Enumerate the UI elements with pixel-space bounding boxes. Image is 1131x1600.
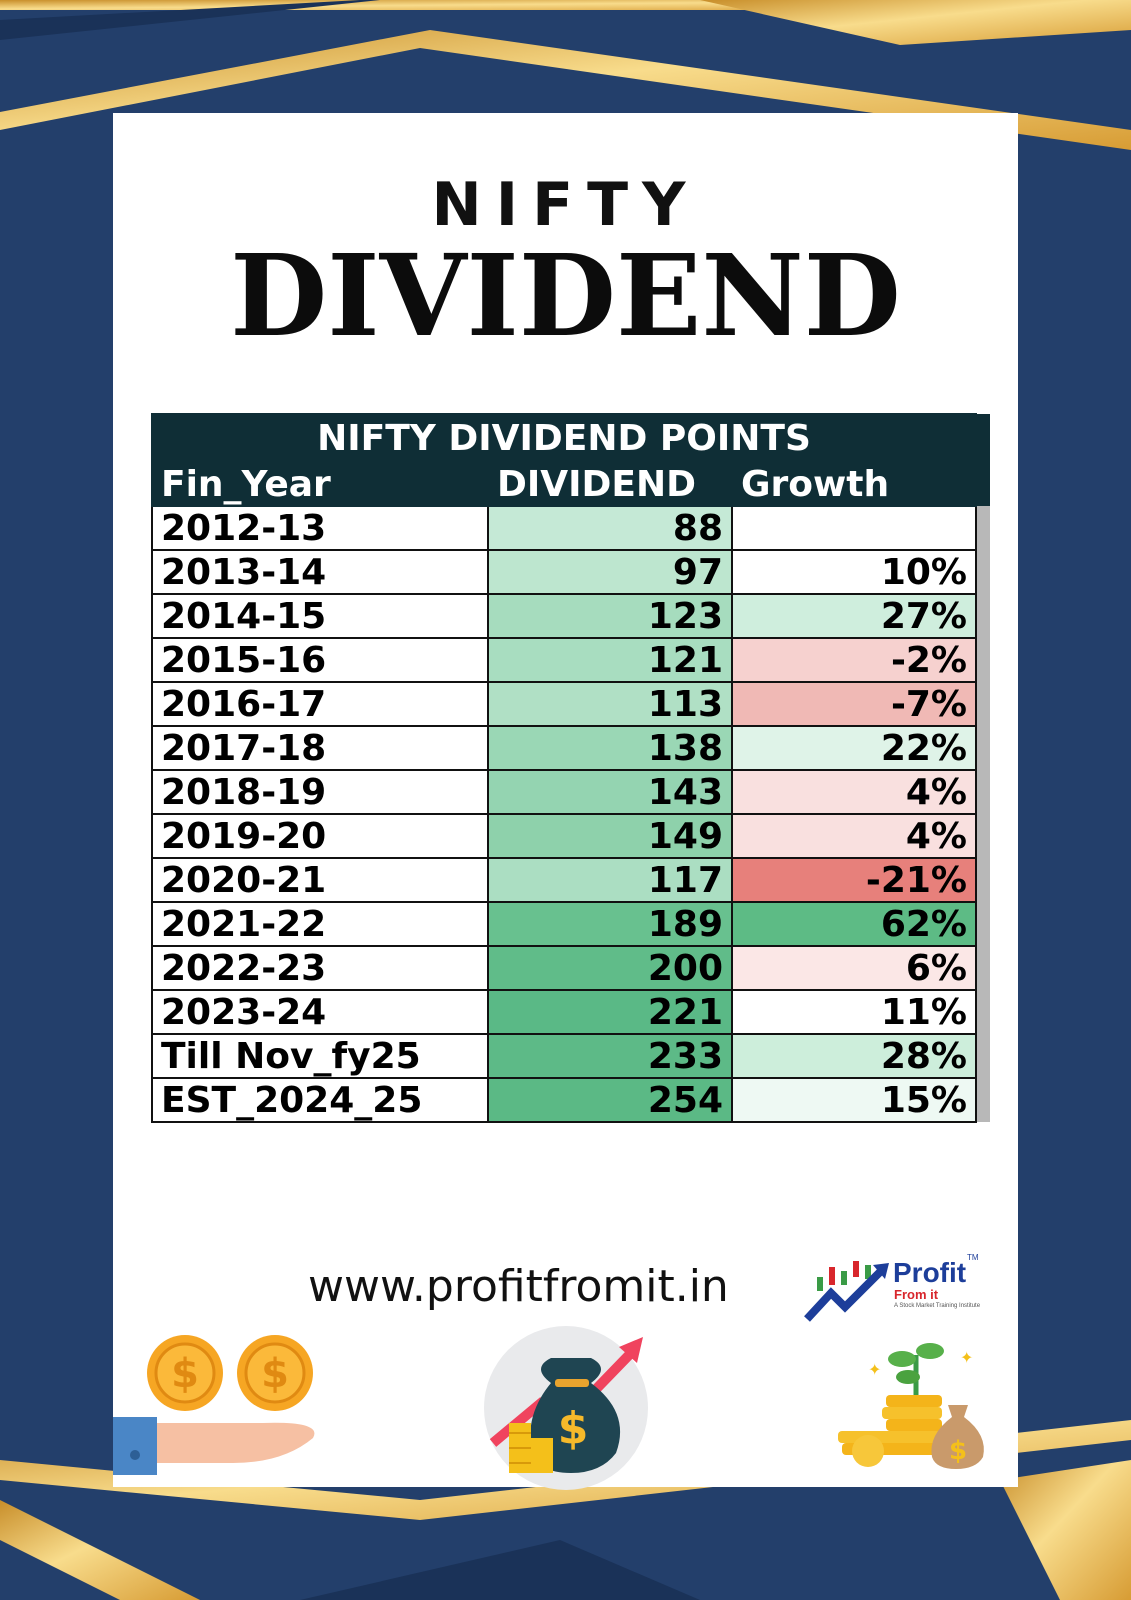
table-row: 2014-15 123 27% (151, 593, 990, 639)
table-edge (976, 682, 990, 726)
dividend-cell: 221 (487, 989, 733, 1035)
dividend-cell: 149 (487, 813, 733, 859)
growth-cell (731, 505, 977, 551)
logo-subtitle: From it (894, 1287, 939, 1302)
column-header-dividend: DIVIDEND (487, 461, 733, 507)
table-edge (976, 946, 990, 990)
dividend-cell: 138 (487, 725, 733, 771)
table-caption: NIFTY DIVIDEND POINTS (151, 413, 977, 463)
svg-text:✦: ✦ (868, 1360, 881, 1379)
growth-cell: 4% (731, 769, 977, 815)
svg-text:$: $ (949, 1436, 967, 1466)
table-row: 2020-21 117 -21% (151, 857, 990, 903)
fin-year-cell: Till Nov_fy25 (151, 1033, 489, 1079)
table-edge (976, 594, 990, 638)
svg-text:$: $ (171, 1351, 199, 1397)
growth-cell: 28% (731, 1033, 977, 1079)
table-edge (976, 1078, 990, 1122)
fin-year-cell: 2019-20 (151, 813, 489, 859)
table-edge (976, 1034, 990, 1078)
growth-cell: 15% (731, 1077, 977, 1123)
fin-year-cell: 2021-22 (151, 901, 489, 947)
table-edge (976, 902, 990, 946)
fin-year-cell: 2018-19 (151, 769, 489, 815)
fin-year-cell: EST_2024_25 (151, 1077, 489, 1123)
table-edge (976, 814, 990, 858)
growth-cell: 11% (731, 989, 977, 1035)
dividend-cell: 189 (487, 901, 733, 947)
column-header-fin-year: Fin_Year (151, 461, 489, 507)
fin-year-cell: 2015-16 (151, 637, 489, 683)
coin-stack-plant-icon: ✦ ✦ $ (838, 1343, 984, 1469)
table-row: 2019-20 149 4% (151, 813, 990, 859)
coins-in-hand-icon: $ $ (113, 1335, 315, 1475)
fin-year-cell: 2016-17 (151, 681, 489, 727)
table-row: 2012-13 88 (151, 505, 990, 551)
brand-logo: Profit From it A Stock Market Training I… (803, 1251, 983, 1331)
table-row: 2021-22 189 62% (151, 901, 990, 947)
table-row: EST_2024_25 254 15% (151, 1077, 990, 1123)
table-edge (976, 858, 990, 902)
growth-cell: -7% (731, 681, 977, 727)
table-row: 2023-24 221 11% (151, 989, 990, 1035)
growth-cell: 27% (731, 593, 977, 639)
growth-cell: -21% (731, 857, 977, 903)
dividend-cell: 233 (487, 1033, 733, 1079)
page-title: DIVIDEND (230, 231, 901, 362)
table-edge (976, 506, 990, 550)
table-row: Till Nov_fy25 233 28% (151, 1033, 990, 1079)
svg-text:$: $ (261, 1351, 289, 1397)
dividend-cell: 97 (487, 549, 733, 595)
table-row: 2018-19 143 4% (151, 769, 990, 815)
table-edge (976, 550, 990, 594)
table-row: 2013-14 97 10% (151, 549, 990, 595)
growth-cell: 10% (731, 549, 977, 595)
dividend-cell: 123 (487, 593, 733, 639)
money-bag-growth-icon: $ (484, 1326, 648, 1490)
growth-cell: 4% (731, 813, 977, 859)
growth-cell: -2% (731, 637, 977, 683)
dividend-cell: 88 (487, 505, 733, 551)
dividend-cell: 113 (487, 681, 733, 727)
table-row: 2015-16 121 -2% (151, 637, 990, 683)
dividend-cell: 143 (487, 769, 733, 815)
column-header-growth: Growth (731, 461, 977, 507)
table-edge (976, 638, 990, 682)
fin-year-cell: 2014-15 (151, 593, 489, 639)
table-row: 2017-18 138 22% (151, 725, 990, 771)
content-card: NIFTY DIVIDEND NIFTY DIVIDEND POINTS Fin… (113, 113, 1018, 1490)
svg-text:$: $ (558, 1403, 589, 1454)
fin-year-cell: 2012-13 (151, 505, 489, 551)
table-edge (976, 990, 990, 1034)
table-row: 2016-17 113 -7% (151, 681, 990, 727)
logo-trademark: TM (967, 1253, 979, 1262)
page-kicker: NIFTY (431, 170, 700, 240)
table-row: 2022-23 200 6% (151, 945, 990, 991)
dividend-cell: 200 (487, 945, 733, 991)
dividend-table: NIFTY DIVIDEND POINTS Fin_Year DIVIDEND … (151, 413, 991, 1123)
growth-cell: 62% (731, 901, 977, 947)
chart-arrow-icon (804, 1261, 889, 1322)
website-url[interactable]: www.profitfromit.in (308, 1261, 729, 1312)
fin-year-cell: 2013-14 (151, 549, 489, 595)
logo-tagline: A Stock Market Training Institute (894, 1303, 981, 1309)
fin-year-cell: 2017-18 (151, 725, 489, 771)
table-edge (976, 726, 990, 770)
dividend-cell: 117 (487, 857, 733, 903)
growth-cell: 22% (731, 725, 977, 771)
logo-name: Profit (893, 1257, 967, 1288)
dividend-cell: 254 (487, 1077, 733, 1123)
fin-year-cell: 2022-23 (151, 945, 489, 991)
fin-year-cell: 2020-21 (151, 857, 489, 903)
svg-text:✦: ✦ (960, 1348, 973, 1367)
dividend-cell: 121 (487, 637, 733, 683)
fin-year-cell: 2023-24 (151, 989, 489, 1035)
table-edge (976, 770, 990, 814)
growth-cell: 6% (731, 945, 977, 991)
